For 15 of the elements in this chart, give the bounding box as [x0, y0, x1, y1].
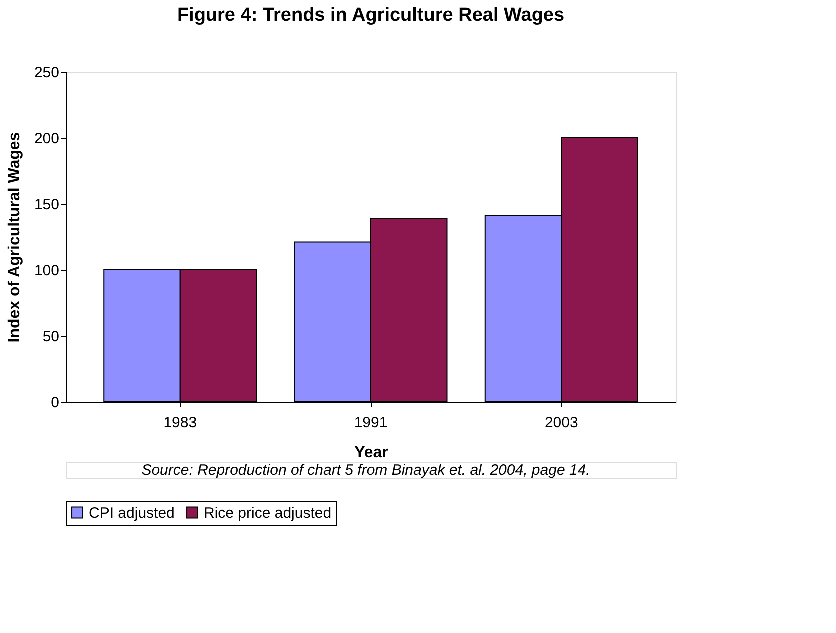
y-axis-title: Index of Agricultural Wages: [6, 132, 24, 343]
y-tick-label: 50: [42, 328, 60, 346]
y-tick-label: 0: [51, 394, 60, 412]
chart-title: Figure 4: Trends in Agriculture Real Wages: [177, 5, 565, 26]
legend-label: CPI adjusted: [89, 504, 175, 522]
legend-label: Rice price adjusted: [204, 504, 332, 522]
y-tick-label: 100: [34, 262, 60, 280]
x-axis-title: Year: [354, 444, 388, 462]
x-tick-label: 2003: [544, 414, 578, 432]
x-tick-label: 1991: [354, 414, 388, 432]
source-note: Source: Reproduction of chart 5 from Binayak et. al. 2004, page 14.: [142, 462, 590, 479]
x-tick-label: 1983: [164, 414, 198, 432]
y-tick-label: 250: [34, 64, 60, 82]
y-tick-label: 150: [34, 196, 60, 214]
y-tick-label: 200: [34, 130, 60, 148]
